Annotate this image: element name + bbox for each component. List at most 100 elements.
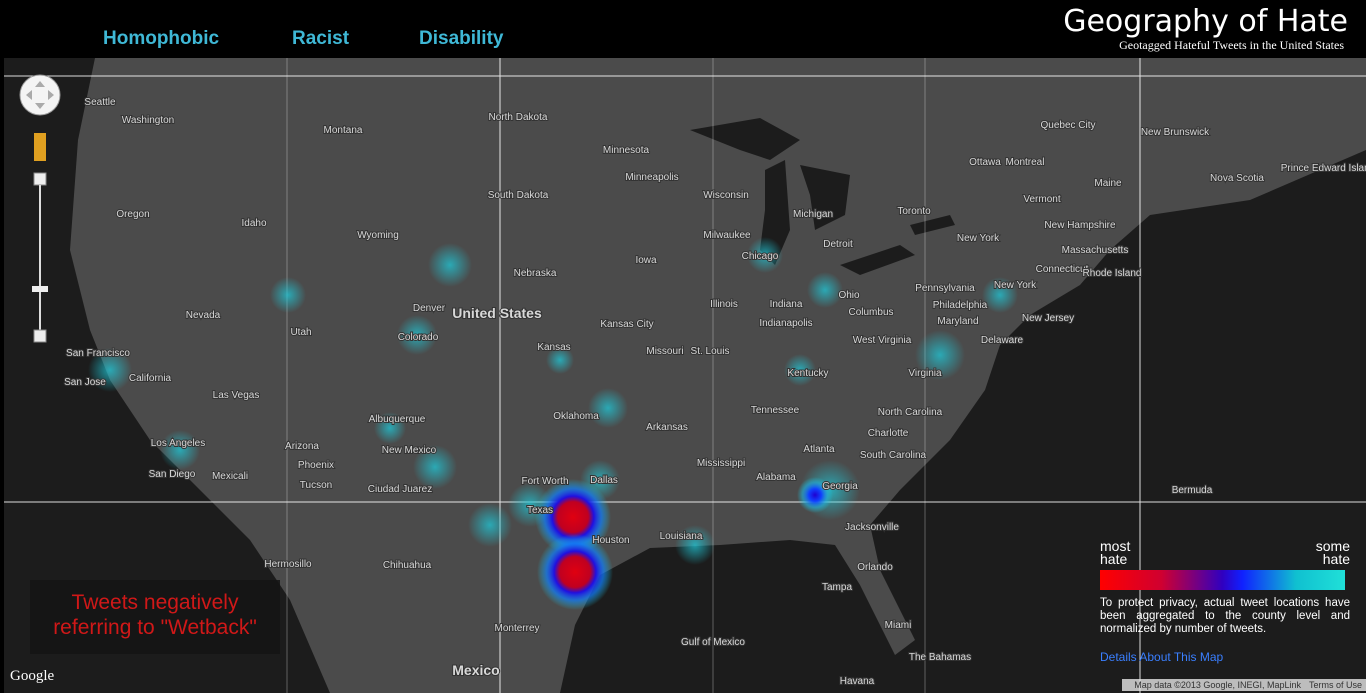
map-label: Indianapolis <box>759 318 812 329</box>
subtitle: Geotagged Hateful Tweets in the United S… <box>1119 38 1344 52</box>
legend-max: some hate <box>1315 538 1350 567</box>
great-lakes <box>840 245 915 275</box>
map-label: Monterrey <box>494 623 539 634</box>
map-label: Phoenix <box>298 460 334 471</box>
map-label: Ottawa <box>969 157 1001 168</box>
map-label: Havana <box>840 676 875 687</box>
map-label: Charlotte <box>868 428 909 439</box>
pacific <box>4 58 330 693</box>
map-label: Nova Scotia <box>1210 173 1264 184</box>
map-label: Indiana <box>770 299 803 310</box>
map-label: The Bahamas <box>909 652 971 663</box>
map-label: Louisiana <box>660 531 703 542</box>
map-label: Maine <box>1094 178 1122 189</box>
map-label: Montana <box>324 125 363 136</box>
zoom-control[interactable] <box>19 74 61 343</box>
map-label: New Hampshire <box>1044 220 1116 231</box>
map-label: Dallas <box>590 475 618 486</box>
map-label: Utah <box>290 327 311 338</box>
map-label: Oklahoma <box>553 411 599 422</box>
map-label: Prince Edward Island <box>1281 163 1366 174</box>
map-label: St. Louis <box>691 346 730 357</box>
nav-tab[interactable]: Homophobic <box>103 28 220 49</box>
map-label: Mexicali <box>212 471 248 482</box>
map-label: Pennsylvania <box>915 283 975 294</box>
map-label: San Francisco <box>66 348 130 359</box>
nav-tab[interactable]: Racist <box>292 28 350 49</box>
legend-note: To protect privacy, actual tweet locatio… <box>1100 597 1350 635</box>
map-label: Wisconsin <box>703 190 749 201</box>
map-label: California <box>129 373 172 384</box>
great-lakes <box>910 215 955 235</box>
map-label: Denver <box>413 303 446 314</box>
graticule <box>286 58 926 693</box>
details-link[interactable]: Details About This Map <box>1100 650 1224 664</box>
terms-link[interactable]: Terms of Use <box>1308 680 1362 690</box>
map-label: Alabama <box>756 472 796 483</box>
map-label: Connecticut <box>1036 264 1089 275</box>
map-label: Toronto <box>897 206 931 217</box>
map-label: Jacksonville <box>845 522 899 533</box>
map-label: Delaware <box>981 335 1024 346</box>
map-label: Tucson <box>300 480 332 491</box>
map-label: Nevada <box>186 310 221 321</box>
map-label: Columbus <box>848 307 893 318</box>
map-label: San Jose <box>64 377 106 388</box>
map-label: Arkansas <box>646 422 688 433</box>
map-data: Map data ©2013 Google, INEGI, MapLink <box>1134 680 1301 690</box>
map-label: Iowa <box>635 255 657 266</box>
map-label: New Jersey <box>1022 313 1074 324</box>
map-label: South Dakota <box>488 190 549 201</box>
map-label: Chicago <box>742 251 779 262</box>
header-bar: Homophobic Racist Disability Geography o… <box>0 0 1366 58</box>
great-lakes <box>690 118 800 160</box>
map-label: Virginia <box>908 368 942 379</box>
map-label: Chihuahua <box>383 560 432 571</box>
map-label: United States <box>452 305 542 321</box>
map-label: Texas <box>527 505 553 516</box>
map-label: Vermont <box>1023 194 1060 205</box>
map-label: Georgia <box>822 481 858 492</box>
map-label: Idaho <box>241 218 266 229</box>
nav-tab[interactable]: Disability <box>419 28 504 49</box>
atlantic-gulf <box>560 150 1366 693</box>
map-label: Las Vegas <box>213 390 260 401</box>
map-label: Orlando <box>857 562 893 573</box>
map-label: Detroit <box>823 239 853 250</box>
map-label: Minneapolis <box>625 172 678 183</box>
map-label: Illinois <box>710 299 738 310</box>
map-label: Mississippi <box>697 458 745 469</box>
map-footer: Map data ©2013 Google, INEGI, MapLink Ter… <box>1122 679 1366 691</box>
map-label: Arizona <box>285 441 319 452</box>
map-label: Tampa <box>822 582 852 593</box>
caption: Tweets negatively referring to "Wetback" <box>30 580 280 654</box>
title: Geography of Hate <box>1063 4 1348 39</box>
map-label: New York <box>957 233 1000 244</box>
map-label: Oregon <box>116 209 149 220</box>
map-label: Ciudad Juarez <box>368 484 432 495</box>
map-label: Kentucky <box>787 368 828 379</box>
map-label: Milwaukee <box>703 230 751 241</box>
map-label: Massachusetts <box>1062 245 1129 256</box>
legend-min: most hate <box>1100 538 1131 567</box>
map-label: Minnesota <box>603 145 650 156</box>
legend-gradient <box>1100 570 1345 590</box>
map-label: Houston <box>592 535 629 546</box>
map-label: Wyoming <box>357 230 399 241</box>
map-label: Washington <box>122 115 174 126</box>
map-label: North Carolina <box>878 407 943 418</box>
map-label: New Brunswick <box>1141 127 1210 138</box>
map-label: West Virginia <box>853 335 912 346</box>
map-label: Maryland <box>937 316 978 327</box>
map-label: Atlanta <box>803 444 835 455</box>
map-label: Colorado <box>398 332 439 343</box>
map-label: Seattle <box>84 97 116 108</box>
map-label: South Carolina <box>860 450 927 461</box>
map-label: Fort Worth <box>521 476 568 487</box>
map-label: Hermosillo <box>264 559 312 570</box>
map-label: Philadelphia <box>933 300 988 311</box>
map-label: Michigan <box>793 209 833 220</box>
map-label: Kansas City <box>600 319 653 330</box>
map-label: New York <box>994 280 1037 291</box>
